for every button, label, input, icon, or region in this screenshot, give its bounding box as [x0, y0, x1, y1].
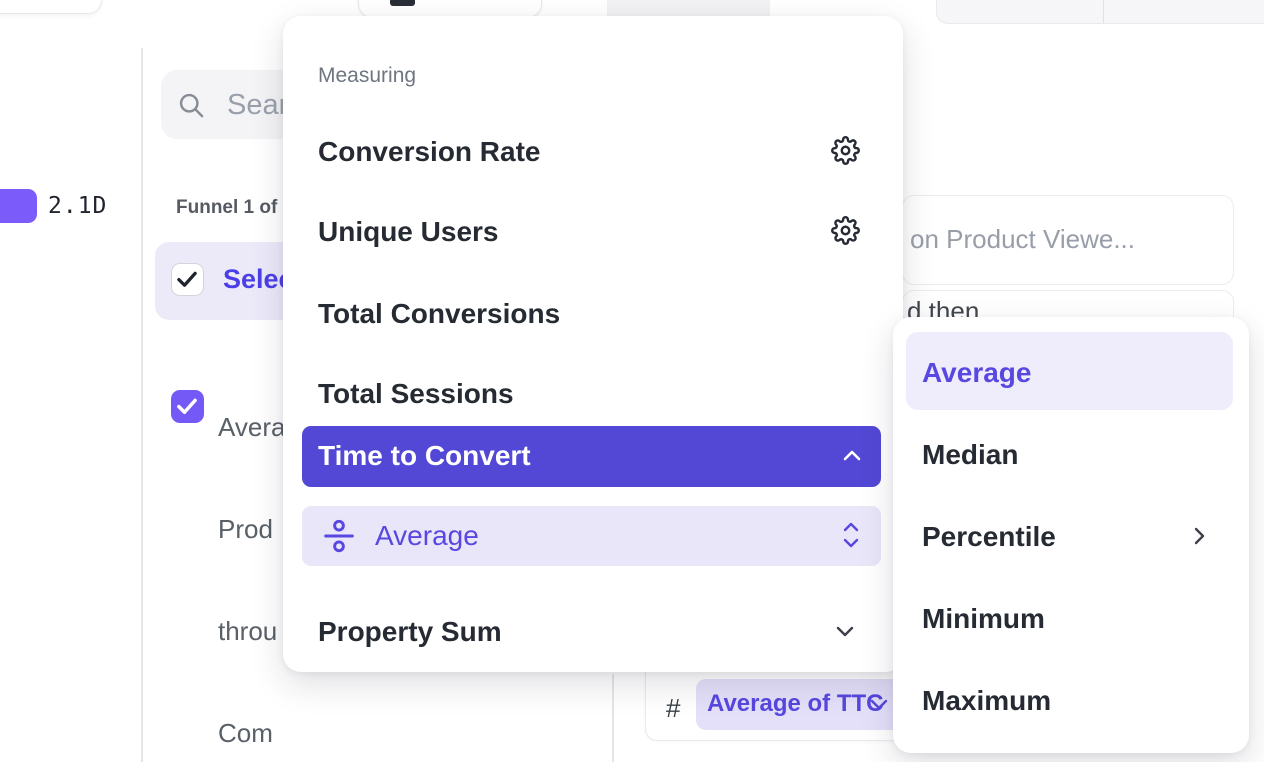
chevron-right-icon	[1194, 527, 1205, 545]
checkmark-icon	[177, 398, 197, 414]
menu-item-unique-users[interactable]: Unique Users	[318, 216, 499, 247]
aggregation-dropdown: Average Median Percentile Minimum Maximu…	[893, 317, 1249, 753]
event-select-label: on Product Viewe...	[910, 224, 1135, 254]
chevron-up-icon	[843, 450, 861, 461]
metric-pill-label: Average of TTC	[707, 690, 884, 717]
left-column-divider	[141, 48, 143, 762]
chevron-down-icon[interactable]	[834, 624, 856, 639]
step-checkbox[interactable]	[171, 390, 204, 423]
segmented-control-icon	[390, 0, 415, 6]
step-badge-label: 2.1D	[48, 193, 108, 219]
metric-number-prefix: #	[666, 693, 681, 723]
select-all-checkbox[interactable]	[171, 263, 204, 296]
middle-column-divider	[612, 674, 614, 762]
menu-item-total-sessions[interactable]: Total Sessions	[318, 378, 514, 409]
menu-item-time-to-convert[interactable]: Time to Convert	[302, 426, 881, 487]
search-icon	[179, 93, 204, 118]
toolbar-cell-divider	[1103, 0, 1104, 23]
checkmark-icon	[177, 271, 197, 287]
average-icon	[324, 519, 354, 553]
aggregation-selected-highlight	[906, 332, 1233, 410]
chevron-up-down-icon	[843, 522, 859, 548]
top-left-card	[0, 0, 102, 14]
step-description: Avera Prod throu Com	[218, 342, 285, 762]
top-drop-zone	[607, 0, 770, 17]
step-description-line: Prod	[218, 514, 273, 544]
agg-item-percentile[interactable]: Percentile	[922, 521, 1056, 552]
measuring-dropdown: Measuring Conversion Rate Unique Users T…	[283, 16, 903, 672]
menu-item-label: Time to Convert	[318, 440, 531, 471]
menu-sub-item-label: Average	[375, 520, 479, 551]
agg-item-minimum[interactable]: Minimum	[922, 603, 1045, 634]
gear-icon[interactable]	[831, 216, 860, 245]
menu-item-conversion-rate[interactable]: Conversion Rate	[318, 136, 541, 167]
step-badge[interactable]	[0, 189, 37, 223]
menu-item-property-sum[interactable]: Property Sum	[318, 616, 502, 647]
select-all-label[interactable]: Selec	[223, 264, 294, 294]
event-select-card[interactable]: on Product Viewe...	[902, 195, 1234, 285]
step-description-line: Avera	[218, 412, 286, 442]
agg-item-maximum[interactable]: Maximum	[922, 685, 1052, 716]
menu-sub-item-average[interactable]: Average	[302, 506, 881, 566]
step-description-line: Com	[218, 718, 273, 748]
top-right-toolbar[interactable]	[936, 0, 1264, 24]
metric-pill[interactable]: Average of TTC	[696, 679, 906, 730]
step-description-line: throu	[218, 616, 278, 646]
chevron-down-icon	[870, 699, 888, 710]
funnel-header: Funnel 1 of	[176, 197, 278, 218]
agg-item-median[interactable]: Median	[922, 439, 1019, 470]
menu-item-total-conversions[interactable]: Total Conversions	[318, 298, 561, 329]
measuring-header: Measuring	[318, 64, 417, 87]
gear-icon[interactable]	[831, 136, 860, 165]
agg-item-average[interactable]: Average	[922, 357, 1032, 388]
